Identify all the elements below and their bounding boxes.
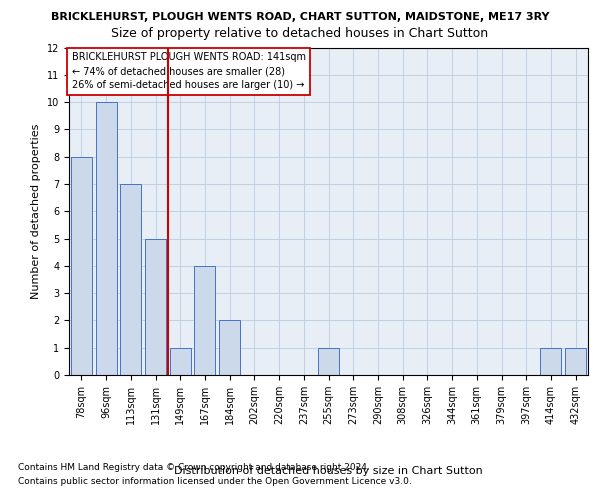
Bar xyxy=(219,320,240,375)
Text: Contains public sector information licensed under the Open Government Licence v3: Contains public sector information licen… xyxy=(18,478,412,486)
X-axis label: Distribution of detached houses by size in Chart Sutton: Distribution of detached houses by size … xyxy=(174,466,483,476)
Text: Size of property relative to detached houses in Chart Sutton: Size of property relative to detached ho… xyxy=(112,28,488,40)
Text: BRICKLEHURST, PLOUGH WENTS ROAD, CHART SUTTON, MAIDSTONE, ME17 3RY: BRICKLEHURST, PLOUGH WENTS ROAD, CHART S… xyxy=(51,12,549,22)
Bar xyxy=(120,184,141,375)
Bar xyxy=(95,102,116,375)
Bar xyxy=(194,266,215,375)
Text: Contains HM Land Registry data © Crown copyright and database right 2024.: Contains HM Land Registry data © Crown c… xyxy=(18,462,370,471)
Bar xyxy=(170,348,191,375)
Text: BRICKLEHURST PLOUGH WENTS ROAD: 141sqm
← 74% of detached houses are smaller (28): BRICKLEHURST PLOUGH WENTS ROAD: 141sqm ←… xyxy=(71,52,305,90)
Bar xyxy=(565,348,586,375)
Bar xyxy=(541,348,562,375)
Y-axis label: Number of detached properties: Number of detached properties xyxy=(31,124,41,299)
Bar xyxy=(145,238,166,375)
Bar xyxy=(318,348,339,375)
Bar xyxy=(71,156,92,375)
